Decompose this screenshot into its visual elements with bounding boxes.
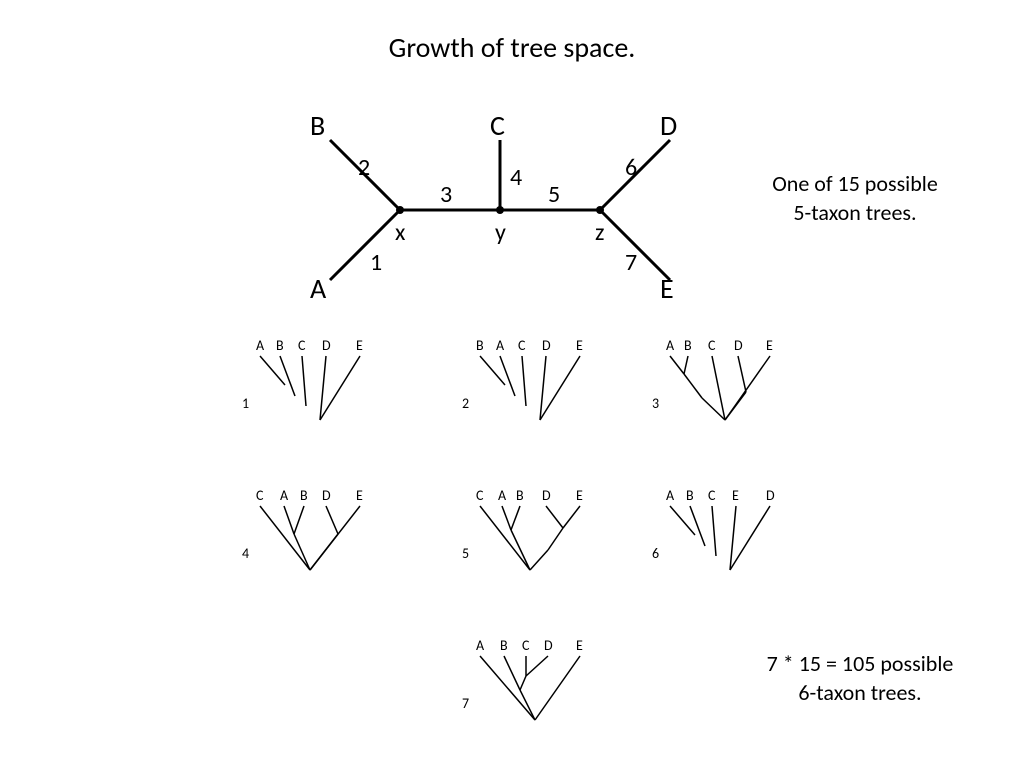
- svg-text:3: 3: [652, 395, 659, 412]
- svg-text:E: E: [576, 337, 583, 354]
- svg-text:7: 7: [462, 695, 469, 712]
- svg-text:A: A: [666, 487, 675, 504]
- svg-text:D: D: [660, 108, 677, 143]
- svg-text:C: C: [708, 487, 716, 504]
- svg-text:D: D: [766, 487, 775, 504]
- svg-text:B: B: [310, 108, 325, 143]
- svg-text:2: 2: [462, 395, 469, 412]
- svg-text:A: A: [476, 637, 485, 654]
- svg-text:E: E: [766, 337, 773, 354]
- svg-text:6: 6: [652, 545, 659, 562]
- svg-text:y: y: [495, 218, 506, 247]
- svg-text:7: 7: [625, 248, 637, 277]
- svg-text:C: C: [476, 487, 484, 504]
- svg-text:B: B: [300, 487, 308, 504]
- svg-text:2: 2: [358, 153, 370, 182]
- svg-text:B: B: [686, 487, 694, 504]
- svg-text:C: C: [522, 637, 530, 654]
- svg-text:E: E: [732, 487, 739, 504]
- svg-text:C: C: [298, 337, 306, 354]
- main-tree: A B C D Ex y z 1 2 3 45 6 7: [310, 108, 677, 306]
- svg-text:D: D: [542, 487, 551, 504]
- svg-text:1: 1: [370, 248, 382, 277]
- svg-text:D: D: [544, 637, 553, 654]
- small-trees-grid: ABCDE1BACDE2ABCDE3CABDE4CABDE5ABCED6ABCD…: [242, 337, 775, 720]
- svg-text:E: E: [660, 271, 674, 306]
- svg-text:C: C: [490, 108, 505, 143]
- svg-text:A: A: [256, 337, 265, 354]
- svg-text:A: A: [496, 337, 505, 354]
- svg-text:B: B: [684, 337, 692, 354]
- svg-text:3: 3: [440, 180, 452, 209]
- svg-text:E: E: [356, 487, 363, 504]
- svg-text:C: C: [256, 487, 264, 504]
- svg-text:E: E: [576, 487, 583, 504]
- svg-text:B: B: [276, 337, 284, 354]
- svg-text:5: 5: [462, 545, 469, 562]
- svg-text:A: A: [280, 487, 289, 504]
- svg-text:B: B: [516, 487, 524, 504]
- diagram-canvas: ABCDExyz1234567 ABCDE1BACDE2ABCDE3CABDE4…: [0, 0, 1024, 768]
- svg-text:A: A: [498, 487, 507, 504]
- svg-text:D: D: [734, 337, 743, 354]
- svg-text:E: E: [576, 637, 583, 654]
- svg-text:4: 4: [242, 545, 249, 562]
- svg-text:C: C: [708, 337, 716, 354]
- svg-text:x: x: [395, 218, 406, 247]
- svg-text:C: C: [518, 337, 526, 354]
- svg-text:6: 6: [625, 153, 637, 182]
- svg-text:D: D: [542, 337, 551, 354]
- svg-text:D: D: [322, 337, 331, 354]
- svg-text:A: A: [666, 337, 675, 354]
- svg-text:5: 5: [548, 180, 560, 209]
- svg-text:E: E: [356, 337, 363, 354]
- svg-text:B: B: [500, 637, 508, 654]
- svg-text:z: z: [595, 218, 604, 247]
- svg-text:4: 4: [510, 163, 522, 192]
- svg-text:B: B: [476, 337, 484, 354]
- svg-text:1: 1: [242, 395, 249, 412]
- svg-text:D: D: [322, 487, 331, 504]
- svg-text:A: A: [310, 271, 327, 306]
